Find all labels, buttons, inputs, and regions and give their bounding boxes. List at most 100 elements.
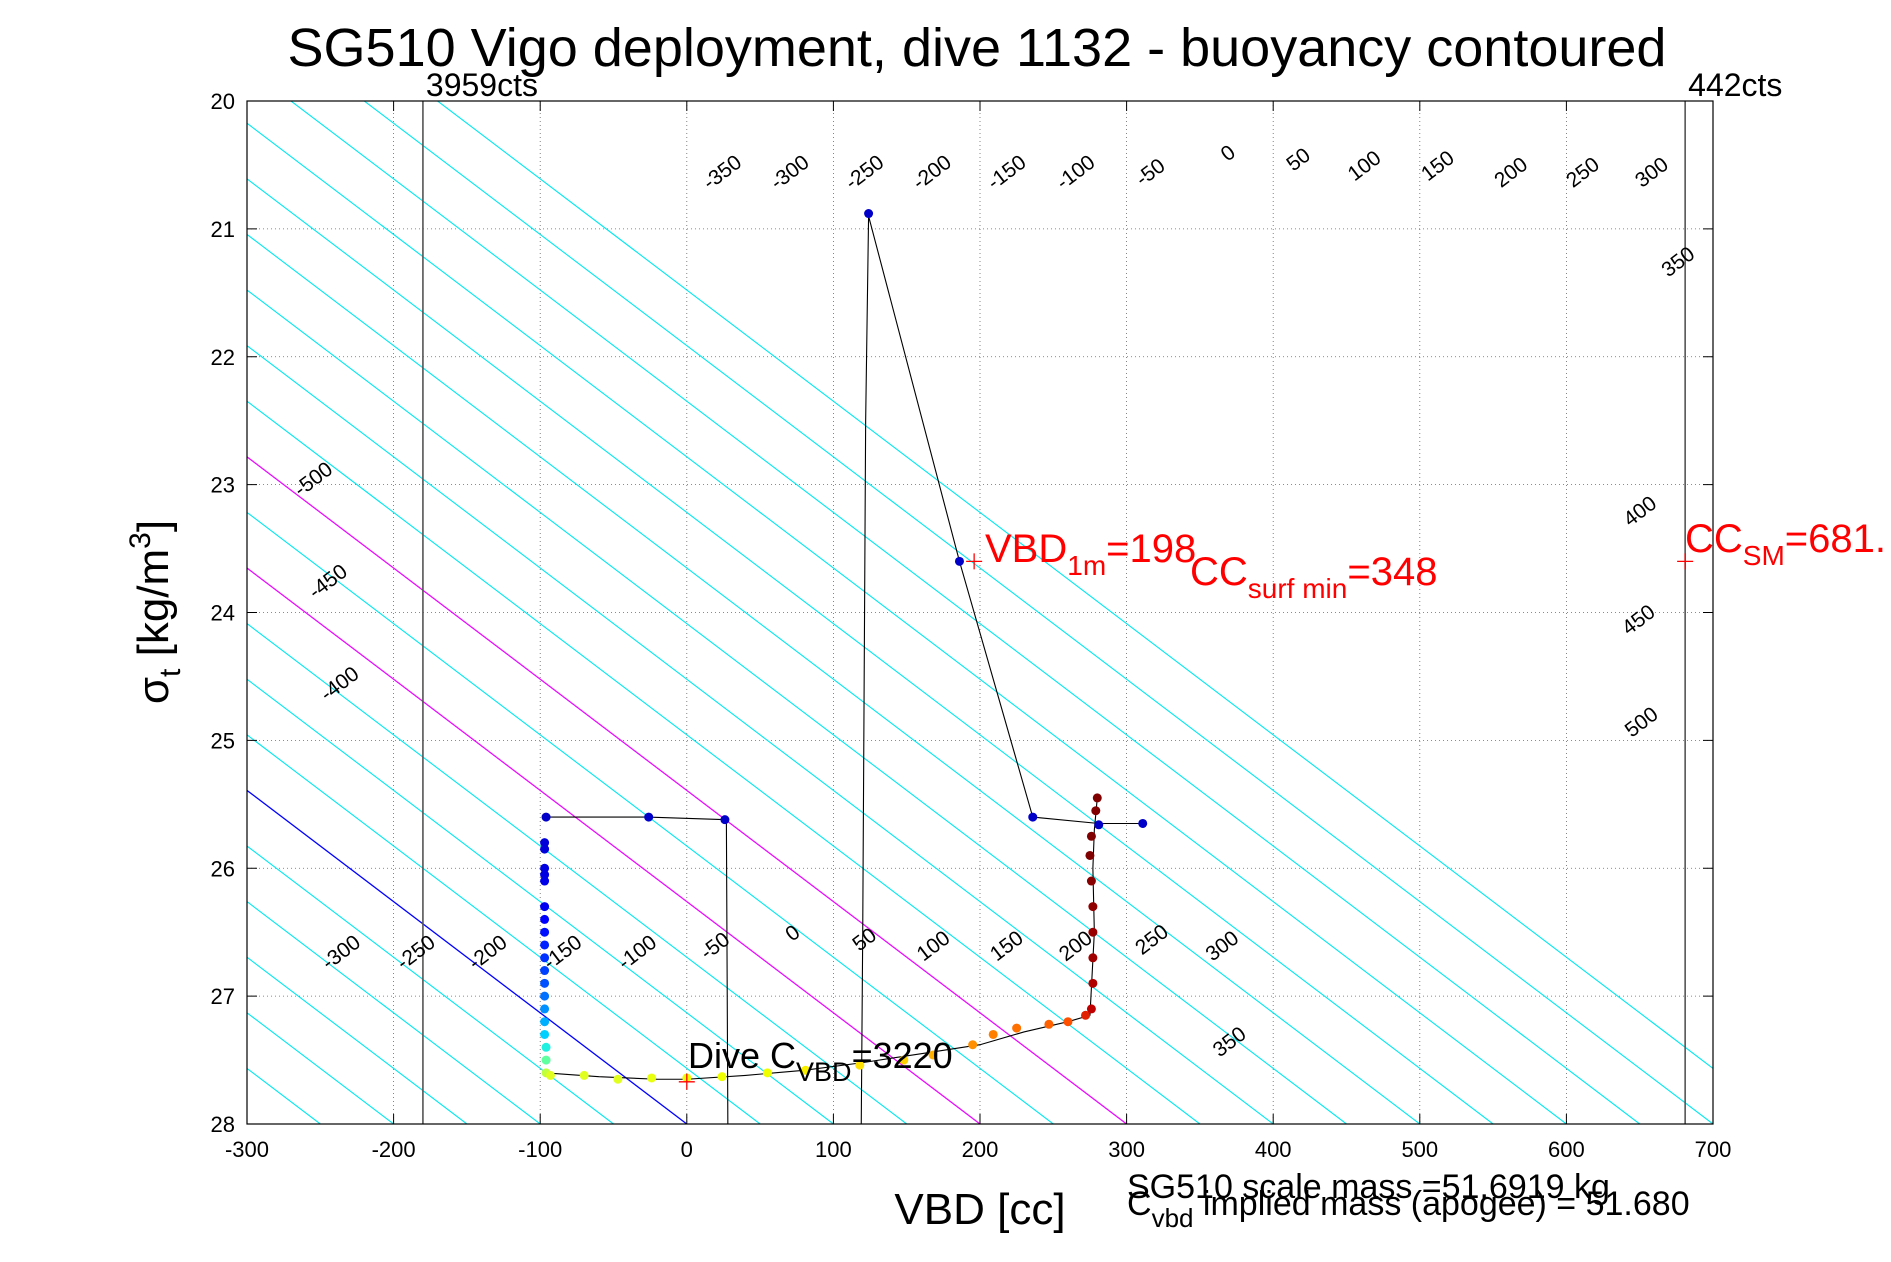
svg-text:σt [kg/m3]: σt [kg/m3]: [124, 520, 187, 704]
contour-label: -100: [1052, 151, 1099, 195]
vbd-1m-annotation: VBD1m=198: [985, 527, 1196, 581]
cvbd-mass-annotation: Cvbd implied mass (apogee) = 51.680: [1127, 1185, 1690, 1233]
cc-sm-annotation: CCSM=681.: [1685, 517, 1886, 571]
y-label-main: σ: [129, 677, 178, 704]
x-tick-label: -300: [225, 1137, 269, 1162]
data-point: [1094, 820, 1104, 830]
contour-cyan: [247, 511, 1054, 1124]
y-tick-label: 27: [211, 984, 235, 1009]
data-point: [968, 1040, 978, 1050]
data-point: [1085, 850, 1095, 860]
data-points: [540, 209, 1694, 1090]
grid: [247, 101, 1713, 1124]
data-point: [762, 1068, 772, 1078]
contour-cyan: [247, 344, 1274, 1124]
data-point: [613, 1074, 623, 1084]
data-point: [541, 1042, 551, 1052]
data-point: [540, 1017, 550, 1027]
x-tick-label: 200: [962, 1137, 999, 1162]
data-point: [540, 863, 550, 873]
data-point: [1012, 1023, 1022, 1033]
data-point: [720, 815, 730, 825]
contour-label: 0: [1217, 141, 1240, 166]
y-tick-label: 21: [211, 217, 235, 242]
y-tick-label: 24: [211, 601, 235, 626]
contour-cyan: [0, 101, 100, 1124]
count-lines: 3959cts 442cts: [422, 67, 1782, 1124]
contour-label: 100: [913, 926, 955, 966]
data-point: [1092, 793, 1102, 803]
data-point: [540, 978, 550, 988]
y-label-units: [kg/m: [129, 549, 178, 669]
contour-cyan: [247, 289, 1347, 1124]
contour-label: 250: [1131, 920, 1173, 960]
contour-cyan: [247, 400, 1201, 1124]
y-tick-label: 28: [211, 1112, 235, 1137]
chart-title: SG510 Vigo deployment, dive 1132 - buoya…: [288, 18, 1667, 78]
scale-mass-annotation: SG510 scale mass =51.6919 kg: [1127, 1168, 1610, 1206]
data-point: [1086, 1004, 1096, 1014]
contour-cyan: [0, 101, 27, 1124]
count-label: 3959cts: [426, 67, 538, 103]
x-tick-label: 500: [1401, 1137, 1438, 1162]
contour-label: -150: [983, 151, 1030, 195]
contour-label: 0: [781, 921, 804, 946]
trace-right: [860, 215, 1143, 1124]
data-point: [540, 966, 550, 976]
data-point: [540, 940, 550, 950]
y-label-close: ]: [129, 520, 178, 532]
data-point: [1081, 1010, 1091, 1020]
x-tick-label: 100: [815, 1137, 852, 1162]
x-tick-label: 400: [1255, 1137, 1292, 1162]
data-point: [1088, 927, 1098, 937]
x-tick-label: 300: [1108, 1137, 1145, 1162]
data-point: [1086, 831, 1096, 841]
y-ticks: 20 21 22 23 24 25 26 27 28: [211, 89, 1713, 1137]
data-point: [1138, 818, 1148, 828]
contour-label: -250: [841, 151, 888, 195]
contour-label: 200: [1490, 153, 1532, 193]
trace-left: [544, 816, 729, 1124]
data-point: [540, 838, 550, 848]
contour-magenta: [247, 567, 981, 1124]
contour-cyan: [247, 178, 1494, 1124]
contour-label: 50: [848, 924, 881, 956]
data-point: [954, 556, 964, 566]
y-label-sub: t: [154, 668, 187, 677]
contour-label: -50: [1131, 154, 1169, 191]
data-point: [1028, 812, 1038, 822]
contour-label: -400: [316, 662, 363, 706]
trace-bottom: [544, 797, 1098, 1080]
data-point: [545, 1070, 555, 1080]
data-point: [1088, 978, 1098, 988]
contour-cyan: [247, 734, 761, 1124]
contour-cyan: [247, 678, 834, 1124]
data-point: [1091, 806, 1101, 816]
contour-cyan: [247, 622, 908, 1124]
contour-labels: -350 -300 -250 -200 -150 -100 -50 0 50 100 150 200 2…: [290, 141, 1699, 1062]
data-point: [540, 876, 550, 886]
contour-label: 350: [1657, 242, 1699, 282]
data-point: [541, 812, 551, 822]
y-tick-label: 20: [211, 89, 235, 114]
contour-label: 300: [1201, 926, 1243, 966]
x-axis-label: VBD [cc]: [894, 1185, 1065, 1234]
contour-label: 250: [1562, 153, 1604, 193]
data-point: [540, 927, 550, 937]
data-point: [540, 914, 550, 924]
contour-label: 500: [1621, 703, 1663, 743]
contour-label: 150: [986, 926, 1028, 966]
contour-label: 50: [1282, 144, 1315, 176]
data-point: [1088, 953, 1098, 963]
contour-label: 450: [1618, 600, 1660, 640]
data-point: [855, 1060, 865, 1070]
contour-cyan: [363, 101, 1713, 1124]
data-point: [579, 1070, 589, 1080]
y-label-sup: 3: [124, 532, 157, 549]
contour-label: 100: [1344, 146, 1386, 186]
contour-cyan: [290, 101, 1641, 1124]
data-point: [801, 1065, 811, 1075]
contour-label: 350: [1209, 1022, 1251, 1062]
x-tick-label: -100: [518, 1137, 562, 1162]
contour-label: 150: [1417, 146, 1459, 186]
